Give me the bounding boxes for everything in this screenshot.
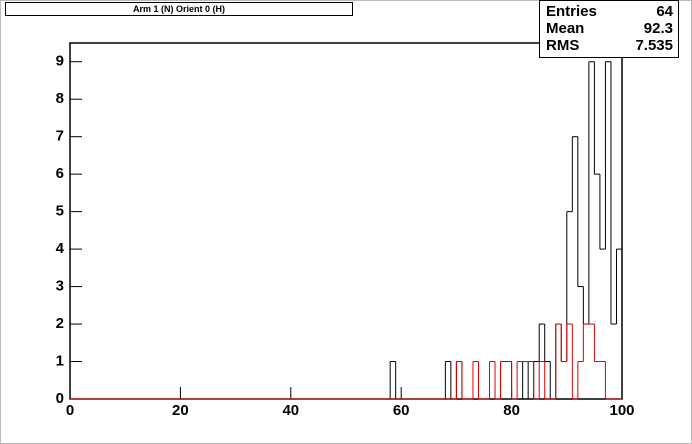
x-tick-label: 20 [172, 402, 189, 419]
y-tick-label: 1 [56, 352, 64, 369]
y-tick-label: 2 [56, 315, 64, 332]
x-tick-label: 80 [503, 402, 520, 419]
y-tick-label: 3 [56, 278, 64, 295]
stat-label: RMS [546, 37, 579, 54]
stat-label: Mean [546, 20, 584, 37]
y-tick-label: 6 [56, 165, 64, 182]
title: Arm 1 (N) Orient 0 (H) [133, 4, 225, 14]
title-box [5, 2, 353, 16]
stat-label: Entries [546, 3, 597, 20]
y-tick-label: 7 [56, 128, 64, 145]
x-tick-label: 100 [609, 402, 634, 419]
stats-box [539, 0, 679, 58]
stat-value: 7.535 [635, 37, 673, 54]
x-tick-label: 40 [282, 402, 299, 419]
x-tick-label: 60 [393, 402, 410, 419]
y-tick-label: 0 [56, 390, 64, 407]
y-tick-label: 5 [56, 203, 64, 220]
y-tick-label: 8 [56, 90, 64, 107]
y-tick-label: 4 [56, 240, 65, 257]
x-tick-label: 0 [66, 402, 74, 419]
y-tick-label: 9 [56, 53, 64, 70]
stat-value: 92.3 [644, 20, 673, 37]
stat-value: 64 [656, 3, 673, 20]
